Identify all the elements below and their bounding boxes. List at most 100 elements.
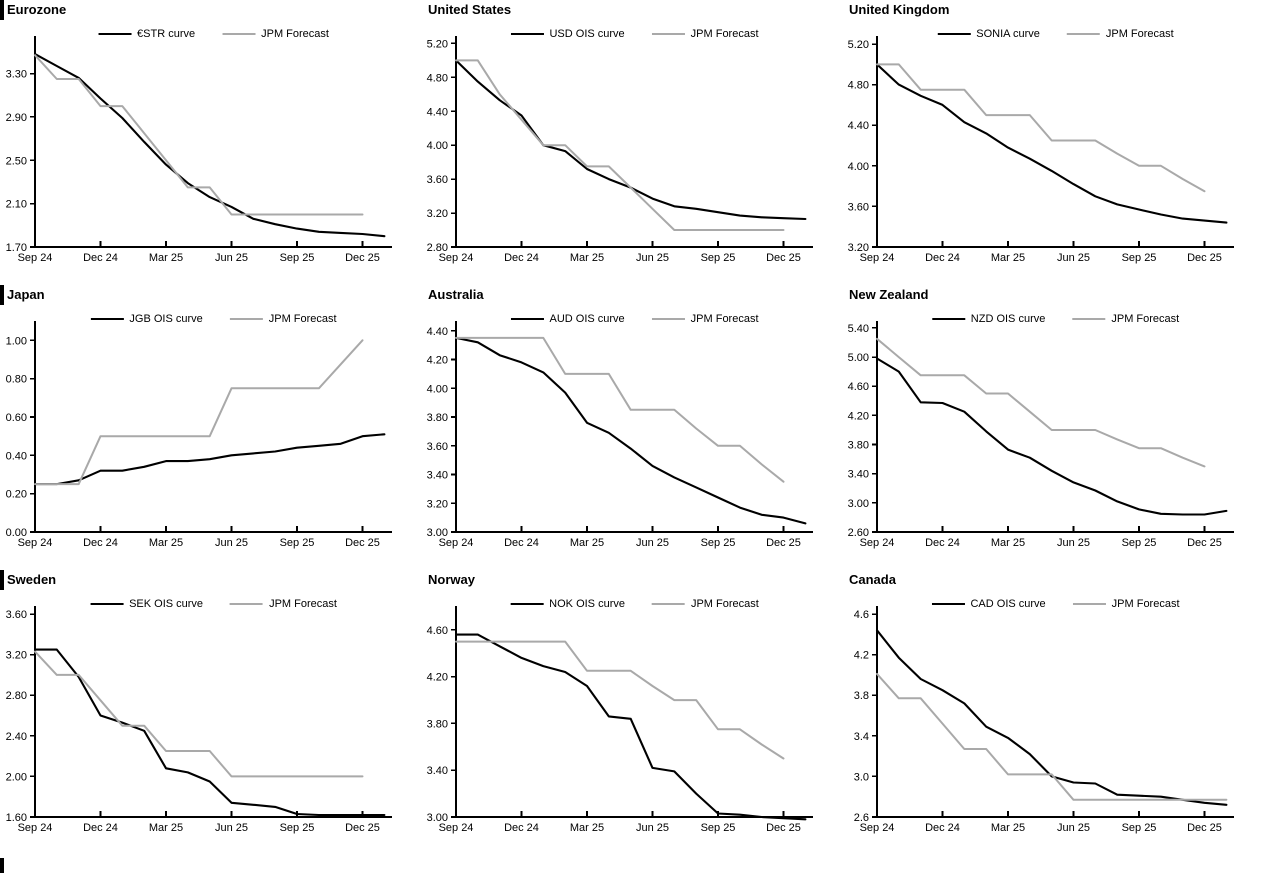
x-tick-label: Dec 24 xyxy=(925,822,960,834)
y-tick-label: 4.20 xyxy=(848,410,869,422)
legend-item-jpm-forecast: JPM Forecast xyxy=(651,28,759,40)
y-tick-label: 3.80 xyxy=(427,412,448,424)
x-tick-label: Jun 25 xyxy=(1057,822,1090,834)
legend-line-sample xyxy=(230,603,264,605)
legend-item-jpm-forecast: JPM Forecast xyxy=(1072,598,1180,610)
x-tick-label: Mar 25 xyxy=(991,537,1025,549)
y-tick-label: 2.10 xyxy=(6,199,27,211)
y-tick-label: 4.40 xyxy=(427,106,448,118)
chart-title: Japan xyxy=(7,287,45,302)
series-line-jpm-forecast xyxy=(34,650,364,778)
x-tick-label: Mar 25 xyxy=(991,822,1025,834)
legend-line-sample xyxy=(510,318,544,320)
y-tick-label: 4.80 xyxy=(848,80,869,92)
legend-line-sample xyxy=(1072,318,1106,320)
x-tick-label: Sep 25 xyxy=(280,537,315,549)
x-tick-label: Mar 25 xyxy=(570,822,604,834)
series-line-jpm-forecast xyxy=(876,63,1206,193)
legend-line-sample xyxy=(222,33,256,35)
chart-canvas-eurozone: 1.70 2.10 2.50 2.90 3.30 Sep 24 Dec 24 Mar 25 Ju… xyxy=(6,36,392,264)
legend-line-sample xyxy=(651,318,685,320)
y-tick-label: 2.00 xyxy=(6,771,27,783)
y-tick-label: 5.20 xyxy=(427,38,448,50)
y-tick-label: 5.20 xyxy=(848,39,869,51)
chart-panel-australia: Australia 3.00 3.20 3.40 3.60 3.80 4.00 4.20 4.4… xyxy=(421,285,842,570)
legend-label: JPM Forecast xyxy=(268,313,337,325)
chart-panel-sweden: Sweden 1.60 2.00 2.40 2.80 3.20 3.60 Sep 24 Dec … xyxy=(0,570,421,855)
legend-line-sample xyxy=(98,33,132,35)
axes xyxy=(872,606,1234,818)
legend: SEK OIS curve JPM Forecast xyxy=(90,598,337,610)
y-tick-label: 3.60 xyxy=(6,609,27,621)
chart-panel-new-zealand: New Zealand 2.60 3.00 3.40 3.80 4.20 4.60 5.00 5… xyxy=(842,285,1264,570)
axes xyxy=(872,36,1234,248)
x-tick-label: Dec 24 xyxy=(504,822,539,834)
x-tick-label: Jun 25 xyxy=(1057,252,1090,264)
axes xyxy=(30,321,392,533)
x-tick-label: Dec 25 xyxy=(345,252,380,264)
x-tick-label: Jun 25 xyxy=(636,252,669,264)
chart-canvas-united-states: 2.80 3.20 3.60 4.00 4.40 4.80 5.20 Sep 24 Dec 24… xyxy=(427,36,813,264)
x-tick-label: Sep 25 xyxy=(701,252,736,264)
x-tick-label: Sep 25 xyxy=(280,252,315,264)
legend-item-jpm-forecast: JPM Forecast xyxy=(1072,313,1179,325)
axes xyxy=(451,36,813,248)
series-line-nzd-ois-curve xyxy=(875,357,1228,516)
x-tick-label: Sep 24 xyxy=(18,822,53,834)
x-tick-label: Jun 25 xyxy=(215,822,248,834)
axes xyxy=(30,606,392,818)
y-tick-label: 4.00 xyxy=(427,140,448,152)
y-tick-label: 3.60 xyxy=(427,174,448,186)
legend: CAD OIS curve JPM Forecast xyxy=(931,598,1180,610)
y-tick-label: 0.20 xyxy=(6,489,27,501)
legend-item-aud-ois-curve: AUD OIS curve xyxy=(510,313,625,325)
legend: JGB OIS curve JPM Forecast xyxy=(90,313,337,325)
section-bar xyxy=(0,0,4,20)
y-tick-label: 3.80 xyxy=(848,440,869,452)
chart-title: Canada xyxy=(849,572,896,587)
x-tick-label: Sep 24 xyxy=(18,252,53,264)
y-tick-label: 0.40 xyxy=(6,450,27,462)
legend-label: JPM Forecast xyxy=(269,598,337,610)
legend-label: CAD OIS curve xyxy=(970,598,1046,610)
x-tick-label: Sep 24 xyxy=(860,252,895,264)
series-line-str-curve xyxy=(33,53,386,238)
series-line-usd-ois-curve xyxy=(454,59,807,221)
x-tick-label: Mar 25 xyxy=(149,537,183,549)
chart-panel-norway: Norway 3.00 3.40 3.80 4.20 4.60 Sep 24 Dec 24 Ma… xyxy=(421,570,842,855)
legend-item-jpm-forecast: JPM Forecast xyxy=(1066,28,1174,40)
y-tick-label: 3.00 xyxy=(427,812,448,824)
y-tick-label: 2.50 xyxy=(6,155,27,167)
series-line-aud-ois-curve xyxy=(454,336,807,525)
x-tick-label: Dec 25 xyxy=(1187,252,1222,264)
chart-title: United Kingdom xyxy=(849,2,950,17)
chart-canvas-japan: 0.00 0.20 0.40 0.60 0.80 1.00 Sep 24 Dec 24 Mar … xyxy=(6,321,392,549)
x-tick-label: Sep 25 xyxy=(1122,252,1157,264)
legend-line-sample xyxy=(1066,33,1100,35)
x-tick-label: Dec 25 xyxy=(1187,537,1222,549)
legend-line-sample xyxy=(510,603,544,605)
y-tick-label: 5.40 xyxy=(848,323,869,335)
x-tick-label: Mar 25 xyxy=(570,252,604,264)
legend-item-nok-ois-curve: NOK OIS curve xyxy=(510,598,625,610)
y-tick-label: 3.20 xyxy=(427,208,448,220)
legend-label: JPM Forecast xyxy=(1111,313,1180,325)
chart-canvas-norway: 3.00 3.40 3.80 4.20 4.60 Sep 24 Dec 24 Mar 25 Ju… xyxy=(427,606,813,834)
x-tick-label: Mar 25 xyxy=(570,537,604,549)
series-line-jpm-forecast xyxy=(34,54,364,216)
x-tick-label: Dec 24 xyxy=(504,252,539,264)
legend-item-sek-ois-curve: SEK OIS curve xyxy=(90,598,203,610)
axes xyxy=(872,321,1234,533)
x-tick-label: Dec 24 xyxy=(925,252,960,264)
y-tick-label: 2.40 xyxy=(6,731,27,743)
y-tick-label: 1.70 xyxy=(6,242,27,254)
y-tick-label: 3.40 xyxy=(427,470,448,482)
series-line-jpm-forecast xyxy=(455,59,785,231)
y-tick-label: 3.00 xyxy=(427,527,448,539)
legend-label: JPM Forecast xyxy=(690,598,759,610)
y-tick-label: 3.4 xyxy=(854,731,869,743)
series-line-nok-ois-curve xyxy=(454,633,807,821)
series-line-jpm-forecast xyxy=(34,339,364,486)
chart-panel-japan: Japan 0.00 0.20 0.40 0.60 0.80 1.00 Sep 24 Dec 2… xyxy=(0,285,421,570)
